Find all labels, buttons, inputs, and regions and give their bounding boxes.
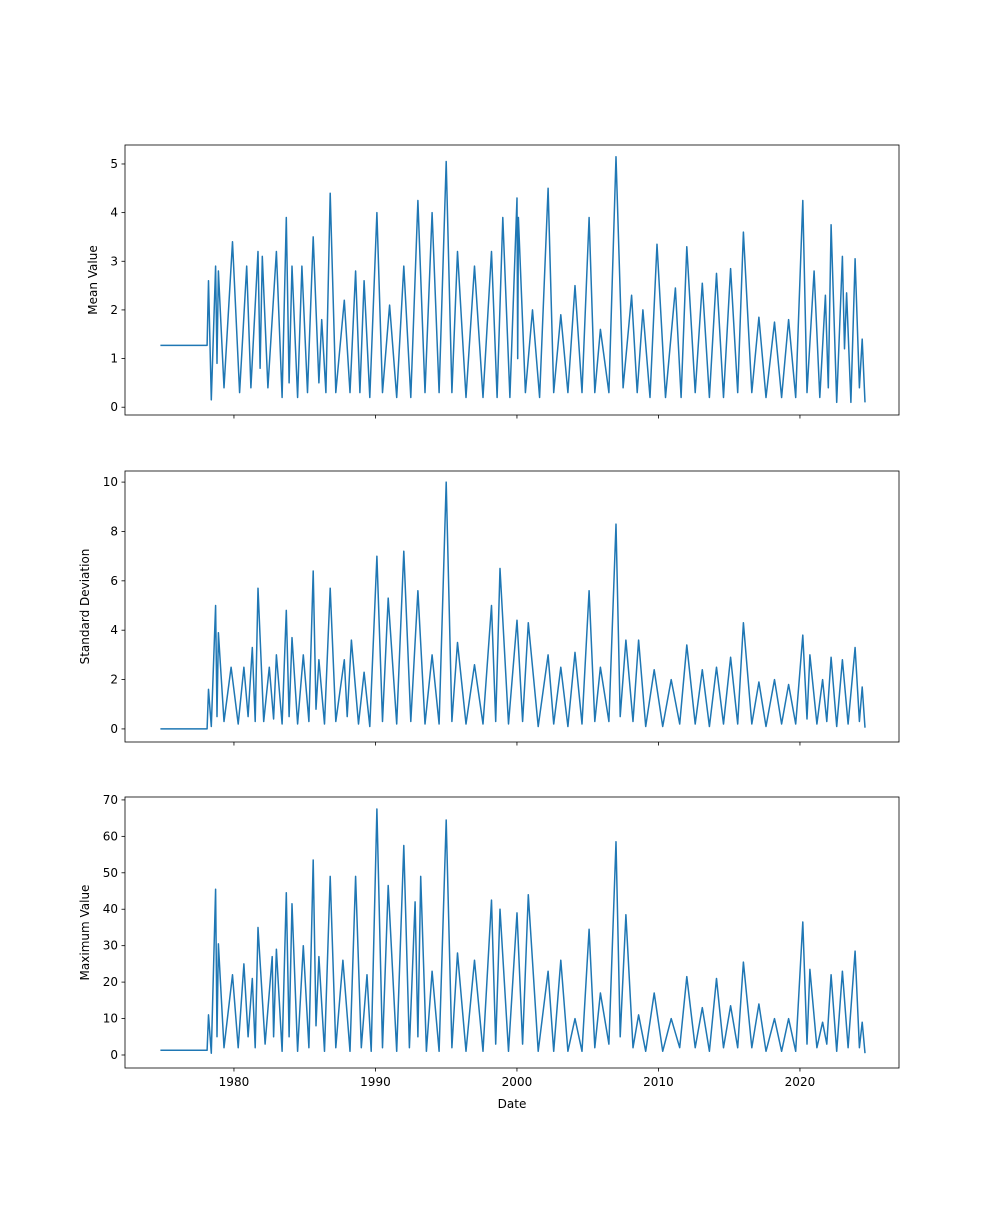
y-tick-label: 4 [110, 206, 118, 220]
y-tick-label: 0 [110, 722, 118, 736]
series-line-2 [160, 481, 866, 730]
y-tick-label: 60 [103, 829, 118, 843]
y-tick-label: 50 [103, 866, 118, 880]
plot-frame-3 [124, 796, 900, 1069]
y-tick-label: 2 [110, 673, 118, 687]
y-tick-label: 6 [110, 574, 118, 588]
x-axis-label: Date [498, 1097, 527, 1111]
y-tick-label: 3 [110, 254, 118, 268]
y-tick-label: 4 [110, 623, 118, 637]
x-tick-label: 2000 [502, 1075, 533, 1089]
series-line-3 [160, 808, 866, 1054]
y-axis-label: Mean Value [86, 245, 100, 314]
series-line-1 [160, 155, 866, 404]
y-tick-label: 30 [103, 939, 118, 953]
y-tick-label: 2 [110, 303, 118, 317]
y-tick-label: 70 [103, 793, 118, 807]
y-tick-label: 10 [103, 475, 118, 489]
y-tick-label: 5 [110, 157, 118, 171]
y-tick-label: 10 [103, 1012, 118, 1026]
y-axis-label: Maximum Value [78, 885, 92, 981]
y-tick-label: 0 [110, 400, 118, 414]
x-tick-label: 1990 [360, 1075, 391, 1089]
y-axis-label: Standard Deviation [78, 549, 92, 665]
y-tick-label: 0 [110, 1048, 118, 1062]
y-tick-label: 20 [103, 975, 118, 989]
y-tick-label: 40 [103, 902, 118, 916]
y-tick-label: 8 [110, 524, 118, 538]
x-tick-label: 2020 [785, 1075, 816, 1089]
x-tick-label: 1980 [219, 1075, 250, 1089]
y-tick-label: 1 [110, 352, 118, 366]
plot-frame-2 [124, 470, 900, 743]
plot-frame-1 [124, 144, 900, 416]
x-tick-label: 2010 [643, 1075, 674, 1089]
